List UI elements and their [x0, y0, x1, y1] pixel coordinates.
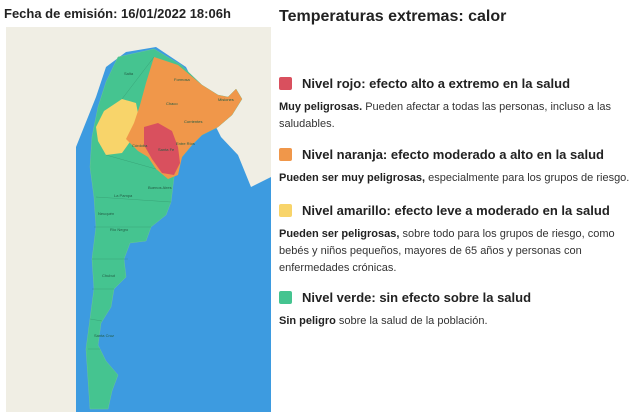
panel-title: Temperaturas extremas: calor	[279, 8, 507, 25]
swatch-orange	[279, 147, 292, 161]
level-description: Pueden ser peligrosas, sobre todo para l…	[279, 226, 637, 277]
alert-map[interactable]: Salta Formosa Chaco Misiones Corrientes …	[6, 27, 271, 412]
place-label: Chaco	[166, 101, 178, 106]
level-orange: Nivel naranja: efecto moderado a alto en…	[279, 145, 637, 187]
place-label: Córdoba	[132, 143, 148, 148]
issued-date: Fecha de emisión: 16/01/2022 18:06h	[4, 6, 231, 21]
level-title: Nivel amarillo: efecto leve a moderado e…	[302, 202, 610, 218]
swatch-red	[279, 76, 292, 90]
level-description-rest: sobre todo para los grupos de riesgo, co…	[279, 228, 615, 274]
level-title: Nivel naranja: efecto moderado a alto en…	[302, 146, 604, 162]
map-canvas: Salta Formosa Chaco Misiones Corrientes …	[6, 27, 271, 412]
level-description-rest: sobre la salud de la población.	[335, 315, 488, 327]
western-land	[6, 27, 76, 412]
level-description: Pueden ser muy peligrosas, especialmente…	[279, 170, 637, 187]
level-description-strong: Pueden ser muy peligrosas,	[279, 172, 426, 184]
level-description: Sin peligro sobre la salud de la poblaci…	[279, 313, 637, 330]
place-label: La Pampa	[114, 193, 133, 198]
place-label: Santa Fe	[158, 147, 175, 152]
region-red	[144, 123, 180, 175]
place-label: Salta	[124, 71, 134, 76]
place-labels: Salta Formosa Chaco Misiones Corrientes …	[94, 71, 234, 338]
level-description-strong: Pueden ser peligrosas,	[279, 228, 400, 240]
place-label: Santa Cruz	[94, 333, 114, 338]
place-label: Corrientes	[184, 119, 202, 124]
swatch-green	[279, 290, 292, 304]
place-label: Chubut	[102, 273, 116, 278]
place-label: Buenos Aires	[148, 185, 172, 190]
place-label: Río Negro	[110, 227, 129, 232]
place-label: Misiones	[218, 97, 234, 102]
place-label: Neuquén	[98, 211, 114, 216]
level-description-rest: Pueden afectar a todas las personas, inc…	[279, 101, 612, 130]
place-label: Entre Ríos	[176, 141, 195, 146]
level-description-strong: Sin peligro	[279, 315, 336, 327]
level-description: Muy peligrosas. Pueden afectar a todas l…	[279, 99, 637, 133]
level-description-rest: especialmente para los grupos de riesgo.	[425, 172, 630, 184]
level-title: Nivel rojo: efecto alto a extremo en la …	[302, 75, 571, 91]
district-lines	[88, 56, 172, 350]
level-red: Nivel rojo: efecto alto a extremo en la …	[279, 74, 637, 133]
level-description-strong: Muy peligrosas.	[279, 101, 363, 113]
swatch-yellow	[279, 203, 292, 217]
place-label: Formosa	[174, 77, 191, 82]
level-title: Nivel verde: sin efecto sobre la salud	[302, 289, 532, 305]
level-green: Nivel verde: sin efecto sobre la salud S…	[279, 288, 637, 330]
level-yellow: Nivel amarillo: efecto leve a moderado e…	[279, 201, 637, 277]
